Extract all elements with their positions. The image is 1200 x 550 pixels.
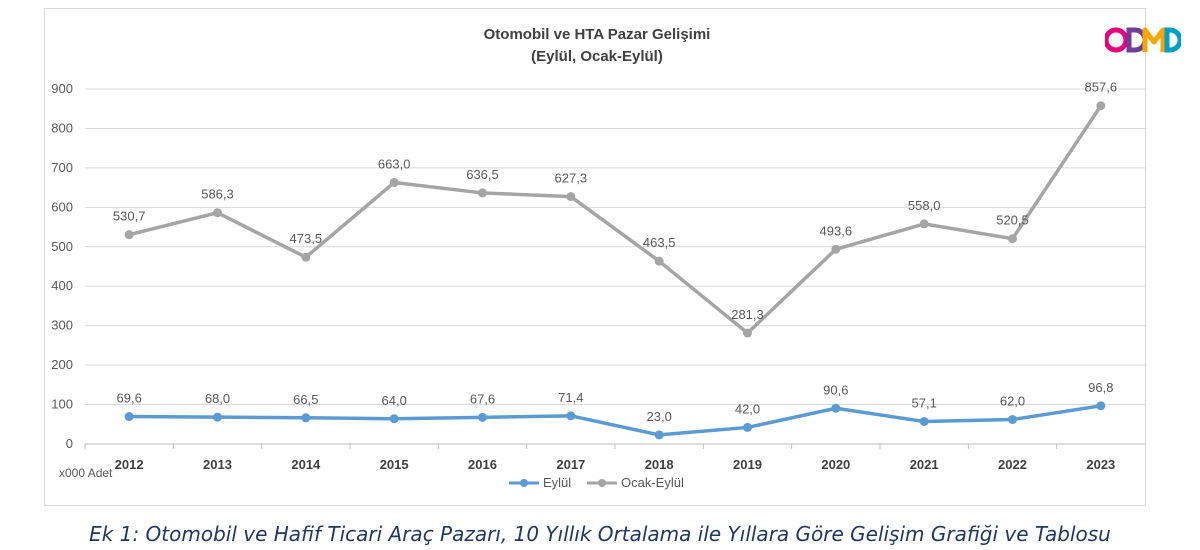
data-point — [1008, 415, 1017, 425]
legend-label: Eylül — [543, 475, 571, 490]
x-tick-label: 2018 — [645, 457, 674, 472]
data-label: 66,5 — [293, 392, 318, 407]
data-label: 67,6 — [470, 391, 495, 406]
data-point — [654, 430, 664, 440]
data-point — [1096, 101, 1106, 111]
x-tick-label: 2020 — [821, 457, 850, 472]
data-label: 96,8 — [1088, 380, 1113, 395]
data-point — [301, 252, 311, 262]
data-label: 42,0 — [735, 401, 760, 416]
chart-subtitle: (Eylül, Ocak-Eylül) — [531, 48, 663, 65]
x-axis: 2012 2013 2014 2015 2016 2017 2018 2019 2020 2021… — [84, 444, 1115, 472]
x-tick-label: 2021 — [910, 457, 939, 472]
data-label: 636,5 — [466, 167, 499, 182]
series-line — [129, 404, 1102, 437]
data-label: 586,3 — [201, 187, 234, 202]
x-tick-label: 2017 — [556, 457, 585, 472]
legend-marker — [598, 479, 606, 487]
data-point — [831, 403, 841, 413]
data-label: 857,6 — [1085, 80, 1118, 95]
data-point — [478, 412, 487, 422]
data-point — [389, 414, 399, 424]
data-point — [389, 177, 399, 187]
data-point — [743, 328, 752, 338]
data-label: 71,4 — [558, 390, 583, 405]
data-label: 69,6 — [117, 391, 142, 406]
x-tick-label: 2022 — [998, 457, 1027, 472]
y-tick-label: 200 — [51, 357, 73, 372]
data-label: 558,0 — [908, 198, 941, 213]
chart-title: Otomobil ve HTA Pazar Gelişimi — [484, 26, 711, 43]
data-point — [213, 412, 222, 422]
legend-item: Eylül — [509, 475, 571, 490]
data-point — [124, 230, 134, 240]
data-point — [1096, 401, 1106, 411]
odmd-logo — [1105, 27, 1181, 53]
y-axis: 0 100 200 300 400 500 600 700 800 900 — [51, 81, 73, 451]
data-point — [1008, 234, 1017, 244]
data-label: 62,0 — [1000, 394, 1025, 409]
data-label: 473,5 — [290, 231, 323, 246]
x-tick-label: 2012 — [115, 457, 144, 472]
chart-frame: Otomobil ve HTA Pazar Gelişimi (Eylül, O… — [44, 8, 1181, 506]
data-label: 23,0 — [647, 409, 672, 424]
series-layer: 69,6 68,0 66,5 64,0 67,6 71,4 23,0 42,0 90,6 57,1… — [113, 80, 1117, 440]
data-point — [478, 188, 487, 198]
legend-marker — [520, 479, 528, 487]
data-label: 627,3 — [555, 171, 588, 186]
series-ocak-eylul: 530,7 586,3 473,5 663,0 636,5 627,3 463,5 281,3… — [113, 80, 1117, 338]
gridlines — [85, 88, 1145, 445]
data-point — [919, 416, 929, 426]
y-tick-label: 300 — [51, 318, 73, 333]
x-tick-label: 2016 — [468, 457, 497, 472]
y-tick-label: 400 — [51, 278, 73, 293]
y-tick-label: 500 — [51, 239, 73, 254]
x-tick-label: 2013 — [203, 457, 232, 472]
unit-label: x000 Adet — [59, 466, 113, 480]
data-label: 281,3 — [731, 307, 764, 322]
y-tick-label: 700 — [51, 160, 73, 175]
legend: Eylül Ocak-Eylül — [509, 475, 684, 490]
x-tick-label: 2015 — [380, 457, 409, 472]
data-label: 520,5 — [996, 213, 1029, 228]
data-point — [566, 411, 576, 421]
data-label: 68,0 — [205, 391, 230, 406]
x-tick-label: 2014 — [291, 457, 321, 472]
y-tick-label: 800 — [51, 120, 73, 135]
data-point — [124, 412, 134, 422]
data-label: 64,0 — [382, 393, 407, 408]
line-chart: Otomobil ve HTA Pazar Gelişimi (Eylül, O… — [51, 26, 1145, 490]
data-label: 57,1 — [912, 395, 937, 410]
data-point — [831, 244, 841, 254]
data-label: 463,5 — [643, 235, 676, 250]
data-point — [919, 219, 929, 229]
data-point — [213, 208, 222, 218]
legend-label: Ocak-Eylül — [621, 475, 684, 490]
y-tick-label: 0 — [66, 436, 73, 451]
y-tick-label: 100 — [51, 397, 73, 412]
data-label: 90,6 — [823, 382, 848, 397]
figure-caption: Ek 1: Otomobil ve Hafif Ticari Araç Paza… — [89, 522, 1111, 546]
x-tick-label: 2023 — [1086, 457, 1115, 472]
x-tick-label: 2019 — [733, 457, 762, 472]
data-point — [566, 192, 576, 202]
y-tick-label: 600 — [51, 199, 73, 214]
legend-item: Ocak-Eylül — [587, 475, 684, 490]
data-point — [743, 422, 752, 432]
data-label: 493,6 — [820, 223, 853, 238]
y-tick-label: 900 — [51, 81, 73, 96]
data-label: 530,7 — [113, 209, 146, 224]
data-point — [654, 256, 664, 266]
data-label: 663,0 — [378, 156, 411, 171]
data-point — [301, 413, 311, 423]
series-eylul: 69,6 68,0 66,5 64,0 67,6 71,4 23,0 42,0 90,6 57,1… — [117, 380, 1113, 440]
series-line — [128, 104, 1103, 335]
